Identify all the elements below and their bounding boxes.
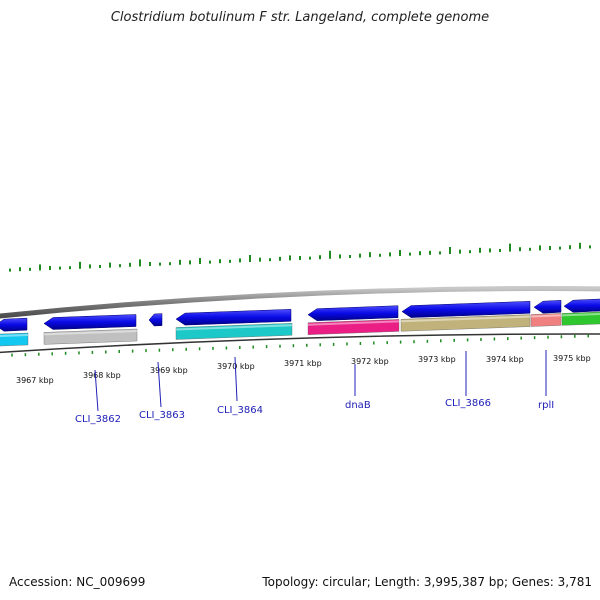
scale-ticks [11,334,589,357]
cog-bar[interactable] [307,319,400,335]
gene-label-cli-3864[interactable]: CLI_3864 [217,405,263,416]
cog-bar[interactable] [400,314,531,332]
kbp-label: 3971 kbp [284,359,322,368]
cog-bar-highlight [43,330,138,336]
cog-bar[interactable] [175,323,293,340]
gene-label-cli-3866[interactable]: CLI_3866 [445,398,491,409]
cog-bar[interactable] [530,313,562,327]
kbp-labels: 3967 kbp 3968 kbp 3969 kbp 3970 kbp 3971… [16,354,591,385]
gene-arrow[interactable] [43,314,137,330]
kbp-label: 3973 kbp [418,355,456,364]
kbp-label: 3975 kbp [553,354,591,363]
gene-label-rpli[interactable]: rplI [538,400,554,411]
map-title: Clostridium botulinum F str. Langeland, … [110,10,490,25]
kbp-label: 3974 kbp [486,355,524,364]
topology-summary: Topology: circular; Length: 3,995,387 bp… [262,575,592,589]
gene-arrow-track [0,298,600,332]
gene-arrow[interactable] [563,298,600,313]
cog-bar-highlight [175,324,293,331]
gene-label-cli-3863[interactable]: CLI_3863 [139,410,185,421]
gene-arrow[interactable] [533,300,562,314]
cog-bar-highlight [307,320,400,326]
cog-bar-highlight [400,315,531,323]
cog-track [0,311,600,347]
gene-leader-lines [94,350,547,412]
kbp-label: 3967 kbp [16,376,54,385]
accession-text: Accession: NC_009699 [9,575,146,589]
gc-content-track [9,242,591,272]
gene-arrow[interactable] [401,301,531,318]
kbp-label: 3968 kbp [83,371,121,380]
genome-backbone [0,286,600,319]
gene-arrow[interactable] [148,313,163,327]
cog-bar-highlight [0,334,29,338]
kbp-label: 3972 kbp [351,357,389,366]
cog-bar-highlight [530,314,562,318]
gene-label-dnab[interactable]: dnaB [345,400,371,411]
cog-bar[interactable] [561,311,600,326]
kbp-label: 3969 kbp [150,366,188,375]
gene-label-cli-3862[interactable]: CLI_3862 [75,414,121,425]
gene-arrow[interactable] [307,305,399,321]
gene-arrow[interactable] [0,317,28,332]
scale-line [0,333,600,354]
cog-bar[interactable] [43,328,138,345]
cog-bar[interactable] [0,332,29,347]
gene-labels: CLI_3862 CLI_3863 CLI_3864 dnaB CLI_3866… [75,398,554,425]
cog-bar-highlight [561,312,600,317]
gene-arrow[interactable] [175,309,292,326]
